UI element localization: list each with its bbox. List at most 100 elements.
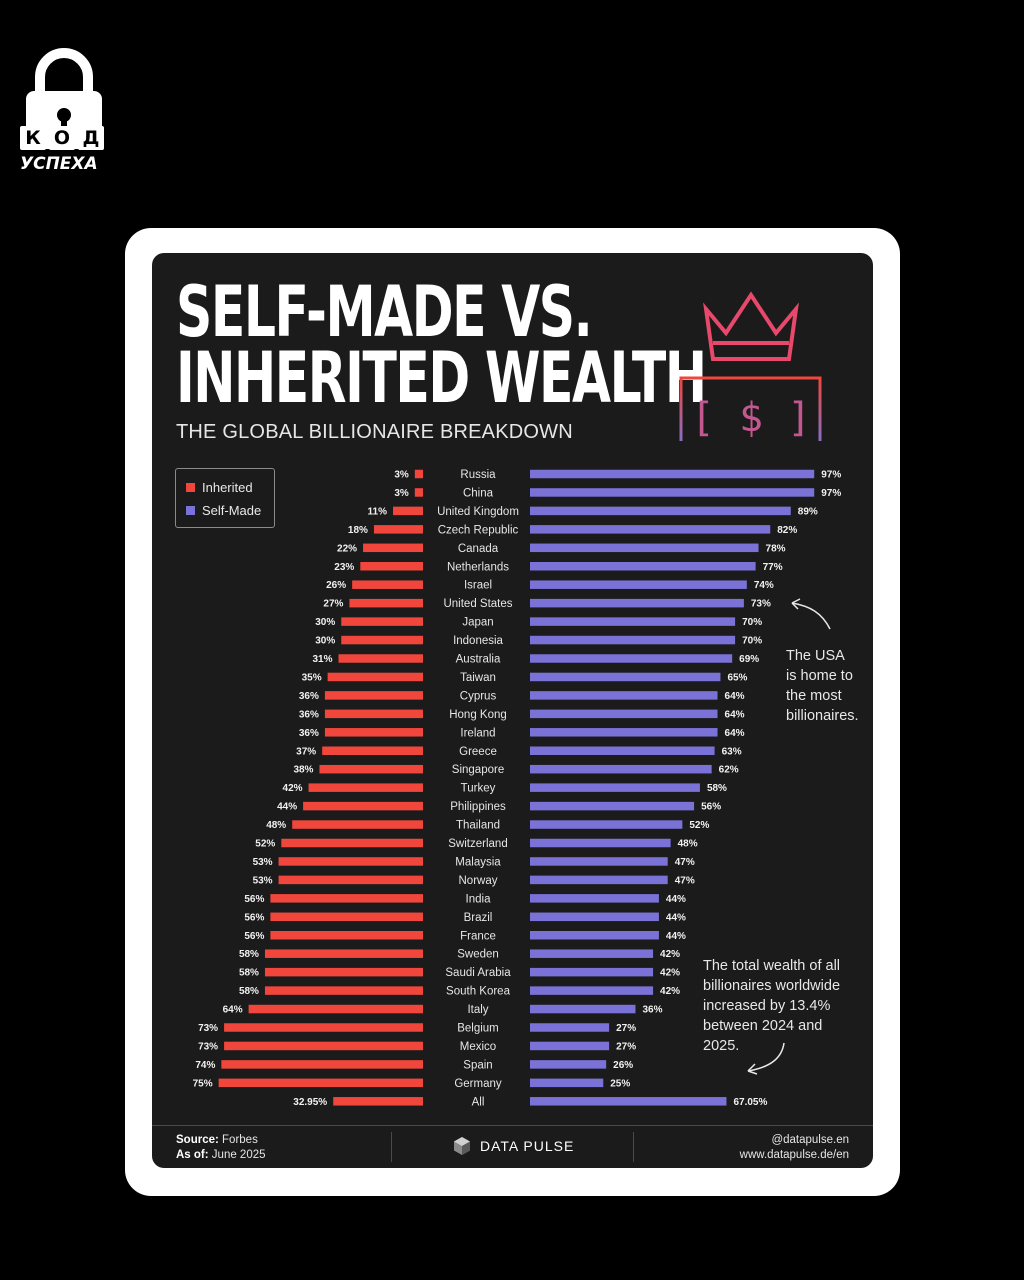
self-made-value-label: 52% bbox=[689, 820, 709, 831]
country-label: Israel bbox=[464, 580, 492, 592]
self-made-value-label: 70% bbox=[742, 617, 762, 628]
inherited-bar bbox=[341, 635, 423, 645]
self-made-value-label: 97% bbox=[821, 488, 841, 499]
inherited-bar bbox=[270, 931, 423, 940]
inherited-value-label: 27% bbox=[323, 599, 343, 610]
inherited-value-label: 36% bbox=[299, 728, 319, 739]
self-made-bar bbox=[530, 654, 733, 663]
website-link[interactable]: www.datapulse.de/en bbox=[739, 1149, 849, 1161]
inherited-value-label: 58% bbox=[239, 968, 259, 979]
inherited-value-label: 32.95% bbox=[293, 1097, 327, 1108]
country-label: Sweden bbox=[457, 949, 499, 961]
inherited-bar bbox=[248, 1004, 423, 1014]
country-label: All bbox=[472, 1096, 485, 1108]
footer-separator bbox=[633, 1132, 634, 1162]
inherited-value-label: 53% bbox=[253, 875, 273, 886]
self-made-value-label: 36% bbox=[642, 1005, 662, 1016]
annotation-line: billionaires worldwide bbox=[703, 978, 841, 994]
country-label: Hong Kong bbox=[449, 709, 507, 721]
self-made-bar bbox=[530, 1004, 636, 1014]
annotation-line: increased by 13.4% bbox=[703, 998, 831, 1014]
footer-contact: @datapulse.en www.datapulse.de/en bbox=[740, 1133, 849, 1163]
inherited-bar bbox=[281, 838, 423, 848]
self-made-value-label: 63% bbox=[722, 746, 742, 757]
self-made-bar bbox=[530, 764, 712, 774]
title-line-2: INHERITED WEALTH bbox=[176, 337, 707, 419]
legend-label: Self-Made bbox=[202, 503, 262, 518]
inherited-value-label: 75% bbox=[193, 1078, 213, 1089]
inherited-value-label: 74% bbox=[195, 1060, 215, 1071]
cube-icon bbox=[454, 1137, 470, 1155]
country-label: Italy bbox=[467, 1004, 488, 1016]
self-made-value-label: 89% bbox=[798, 506, 818, 517]
self-made-bar bbox=[530, 894, 659, 903]
inherited-bar bbox=[414, 469, 423, 479]
country-label: South Korea bbox=[446, 986, 511, 998]
country-label: Malaysia bbox=[455, 856, 501, 868]
crown-banknote-icon: [ $ ] bbox=[679, 291, 822, 441]
inherited-bar bbox=[338, 654, 423, 663]
wealth-annotation: The total wealth of all billionaires wor… bbox=[703, 956, 840, 1056]
self-made-bar bbox=[530, 1041, 610, 1051]
inherited-value-label: 48% bbox=[266, 820, 286, 831]
country-label: Greece bbox=[459, 746, 497, 758]
inherited-bar bbox=[308, 783, 423, 792]
country-label: Australia bbox=[456, 654, 501, 666]
inherited-bar bbox=[360, 562, 423, 571]
self-made-value-label: 48% bbox=[678, 839, 698, 850]
country-label: Czech Republic bbox=[438, 524, 519, 536]
inherited-value-label: 18% bbox=[348, 525, 368, 536]
self-made-bar bbox=[530, 783, 700, 792]
self-made-bar bbox=[530, 801, 695, 811]
self-made-value-label: 77% bbox=[763, 562, 783, 573]
inherited-bar bbox=[349, 598, 423, 608]
arrow-icon bbox=[791, 598, 831, 630]
asof-label: As of: bbox=[176, 1149, 209, 1161]
self-made-value-label: 25% bbox=[610, 1078, 630, 1089]
self-made-bar bbox=[530, 931, 659, 940]
inherited-bar bbox=[324, 691, 423, 700]
self-made-bar bbox=[530, 525, 771, 534]
dollar-symbol: [ $ ] bbox=[691, 395, 811, 441]
inherited-bar bbox=[218, 1078, 423, 1088]
inherited-value-label: 3% bbox=[394, 470, 409, 481]
country-label: Russia bbox=[460, 469, 496, 481]
social-handle[interactable]: @datapulse.en bbox=[771, 1134, 849, 1146]
self-made-value-label: 27% bbox=[616, 1023, 636, 1034]
country-label: Mexico bbox=[460, 1041, 496, 1053]
inherited-value-label: 11% bbox=[368, 506, 388, 517]
self-made-bar bbox=[530, 746, 715, 755]
self-made-value-label: 44% bbox=[666, 912, 686, 923]
country-label: Indonesia bbox=[453, 635, 503, 647]
page-title: SELF-MADE VS. INHERITED WEALTH bbox=[176, 277, 707, 419]
self-made-bar bbox=[530, 857, 668, 866]
inherited-value-label: 73% bbox=[198, 1041, 218, 1052]
self-made-value-label: 44% bbox=[666, 931, 686, 942]
country-label: Philippines bbox=[450, 801, 506, 813]
page-subtitle: THE GLOBAL BILLIONAIRE BREAKDOWN bbox=[176, 421, 573, 443]
inherited-bar bbox=[373, 525, 423, 534]
inherited-value-label: 30% bbox=[315, 636, 335, 647]
self-made-value-label: 67.05% bbox=[733, 1097, 767, 1108]
self-made-bar bbox=[530, 912, 659, 922]
self-made-bar bbox=[530, 617, 736, 626]
infographic-card: SELF-MADE VS. INHERITED WEALTH THE GLOBA… bbox=[152, 253, 873, 1168]
annotation-line: billionaires. bbox=[786, 708, 859, 724]
country-label: Thailand bbox=[456, 820, 500, 832]
diverging-bar-chart: 3% Russia 97% 3% China 97% 11% United Kingdom 89… bbox=[193, 469, 842, 1108]
inherited-bar bbox=[393, 506, 423, 516]
self-made-bar bbox=[530, 469, 815, 479]
self-made-bar bbox=[530, 1078, 604, 1088]
inherited-bar bbox=[324, 728, 423, 737]
self-made-value-label: 97% bbox=[821, 470, 841, 481]
inherited-value-label: 56% bbox=[244, 894, 264, 905]
footer-divider bbox=[152, 1125, 873, 1126]
inherited-bar bbox=[278, 857, 423, 866]
legend-item-self-made: Self-Made bbox=[186, 503, 261, 518]
chart-legend: Inherited Self-Made bbox=[175, 468, 275, 528]
self-made-bar bbox=[530, 820, 683, 829]
country-label: Saudi Arabia bbox=[445, 967, 511, 979]
inherited-bar bbox=[303, 801, 423, 811]
inherited-bar bbox=[264, 967, 423, 977]
footer-source: Source: Forbes As of: June 2025 bbox=[176, 1133, 266, 1163]
